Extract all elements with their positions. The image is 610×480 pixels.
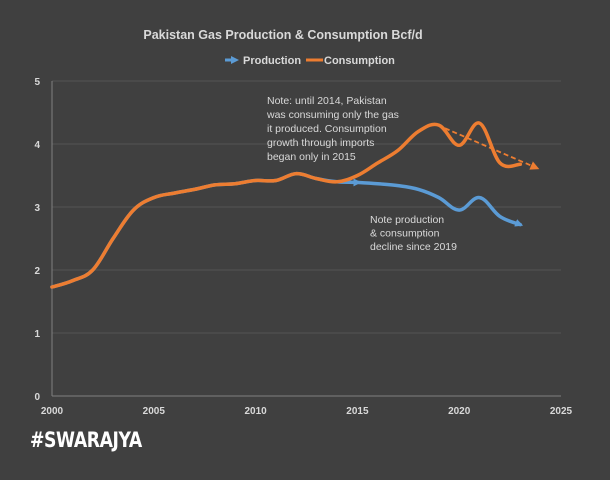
annotation-line: Note production <box>370 214 444 226</box>
y-tick-label: 0 <box>34 392 40 403</box>
legend-item-production[interactable]: Production <box>225 55 301 67</box>
brand-logo: #SWARAJYA <box>30 428 142 452</box>
series-consumption-line <box>50 121 523 289</box>
x-tick-label: 2015 <box>346 406 369 417</box>
annotation-line: began only in 2015 <box>267 151 356 163</box>
x-tick-label: 2005 <box>143 406 166 417</box>
legend-item-consumption[interactable]: Consumption <box>306 55 395 67</box>
annotation-line: was consuming only the gas <box>266 109 399 121</box>
legend: Production Consumption <box>225 55 395 67</box>
series-layer <box>50 121 540 289</box>
y-tick-label: 3 <box>34 203 40 214</box>
y-tick-label: 5 <box>34 77 40 88</box>
chart-title: Pakistan Gas Production & Consumption Bc… <box>143 28 422 42</box>
x-axis-ticks: 2000 2005 2010 2015 2020 2025 <box>41 406 573 417</box>
annotation-line: decline since 2019 <box>370 241 457 253</box>
annotation-line: growth through imports <box>267 137 374 149</box>
x-tick-label: 2025 <box>550 406 573 417</box>
trend-arrow <box>444 127 540 170</box>
y-tick-label: 2 <box>34 266 40 277</box>
x-tick-label: 2000 <box>41 406 64 417</box>
y-axis-ticks: 0 1 2 3 4 5 <box>34 77 40 403</box>
legend-label-production: Production <box>243 55 301 67</box>
legend-label-consumption: Consumption <box>324 55 395 67</box>
annotation-line: Note: until 2014, Pakistan <box>267 95 387 107</box>
y-tick-label: 4 <box>34 140 40 151</box>
x-tick-label: 2020 <box>448 406 471 417</box>
x-tick-label: 2010 <box>244 406 267 417</box>
y-tick-label: 1 <box>34 329 40 340</box>
annotation-line: it produced. Consumption <box>267 123 387 135</box>
annotation-imports: Note: until 2014, Pakistan was consuming … <box>266 95 399 163</box>
annotation-line: & consumption <box>370 228 440 240</box>
